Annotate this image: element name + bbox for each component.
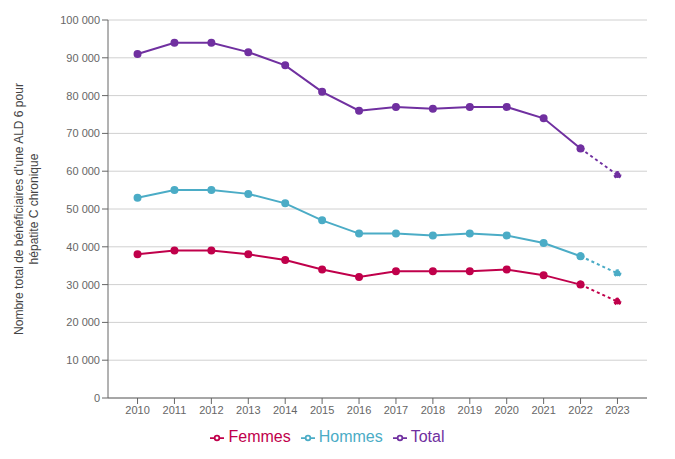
- svg-text:80 000: 80 000: [66, 90, 100, 102]
- html-text:Femmes: Femmes: [228, 428, 291, 445]
- svg-text:2014: 2014: [273, 404, 297, 416]
- svg-text:70 000: 70 000: [66, 127, 100, 139]
- svg-text:2013: 2013: [236, 404, 260, 416]
- svg-text:2023: 2023: [605, 404, 629, 416]
- svg-text:2010: 2010: [125, 404, 149, 416]
- svg-text:60 000: 60 000: [66, 165, 100, 177]
- svg-text:2022: 2022: [568, 404, 592, 416]
- svg-text:30 000: 30 000: [66, 279, 100, 291]
- svg-text:2016: 2016: [347, 404, 371, 416]
- svg-text:2019: 2019: [458, 404, 482, 416]
- svg-text:50 000: 50 000: [66, 203, 100, 215]
- svg-text:2011: 2011: [163, 404, 187, 416]
- svg-text:100 000: 100 000: [60, 14, 100, 26]
- svg-text:2012: 2012: [199, 404, 223, 416]
- svg-text:90 000: 90 000: [66, 52, 100, 64]
- svg-text:2021: 2021: [531, 404, 555, 416]
- html-text:Hommes: Hommes: [318, 428, 383, 445]
- svg-text:Nombre total de bénéficiaires: Nombre total de bénéficiaires d'une ALD …: [12, 83, 41, 335]
- svg-text:10 000: 10 000: [66, 354, 100, 366]
- svg-text:2015: 2015: [310, 404, 334, 416]
- svg-text:2017: 2017: [384, 404, 408, 416]
- svg-text:0: 0: [94, 392, 100, 404]
- svg-text:40 000: 40 000: [66, 241, 100, 253]
- svg-text:20 000: 20 000: [66, 316, 100, 328]
- svg-text:2018: 2018: [421, 404, 445, 416]
- svg-text:2020: 2020: [494, 404, 518, 416]
- html-text:Total: Total: [410, 428, 445, 445]
